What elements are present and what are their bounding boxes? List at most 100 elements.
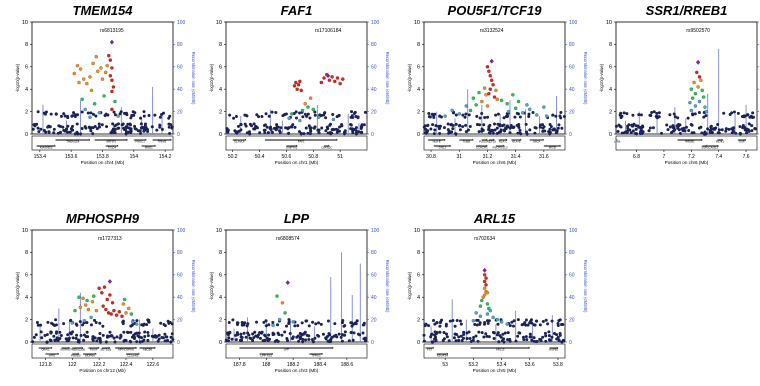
background-snp	[442, 331, 446, 335]
background-snp	[533, 323, 537, 327]
ld-snp-point	[464, 104, 468, 108]
background-snp	[248, 132, 252, 136]
background-snp	[506, 338, 510, 342]
background-snp	[459, 322, 463, 326]
background-snp	[750, 129, 754, 133]
gene-name: DMRTA2	[286, 146, 298, 150]
background-snp	[292, 111, 296, 115]
background-snp	[157, 333, 161, 337]
background-snp	[80, 110, 84, 114]
y-tick-label: 10	[216, 228, 222, 234]
y-tick-label: 6	[417, 273, 420, 279]
ld-snp-point	[482, 273, 487, 277]
background-snp	[472, 335, 476, 339]
background-snp	[279, 126, 283, 130]
background-snp	[423, 124, 427, 128]
background-snp	[538, 323, 542, 327]
background-snp	[264, 112, 268, 116]
background-snp	[57, 124, 61, 128]
x-tick-label: 53	[442, 362, 448, 368]
ld-snp-point	[311, 107, 315, 112]
background-snp	[167, 321, 171, 325]
background-snp	[85, 330, 89, 334]
ld-snp-point	[84, 303, 88, 307]
gene-name: ABCB9	[143, 348, 153, 352]
ld-snp-point	[516, 99, 521, 104]
background-snp	[260, 331, 264, 335]
y2-tick-label: 0	[569, 340, 572, 346]
background-snp	[678, 132, 682, 136]
background-snp	[676, 116, 680, 120]
background-snp	[498, 334, 502, 338]
background-snp	[673, 128, 677, 132]
plot-frame	[225, 21, 368, 135]
background-snp	[62, 322, 66, 326]
y-tick-label: 0	[417, 132, 420, 138]
background-snp	[160, 127, 164, 131]
background-snp	[115, 335, 119, 339]
background-snp	[493, 122, 497, 126]
background-snp	[235, 321, 239, 325]
gene-arrow	[446, 352, 449, 355]
background-snp	[500, 339, 504, 343]
background-snp	[431, 123, 435, 127]
background-snp	[129, 127, 133, 131]
lead-snp-label: rs17106184	[315, 28, 342, 34]
y-axis-label: -log10(p-value)	[15, 271, 20, 300]
background-snp	[522, 338, 526, 342]
y-tick-label: 2	[417, 109, 420, 115]
background-snp	[163, 332, 167, 336]
background-snp	[458, 319, 462, 323]
background-snp	[313, 113, 317, 117]
background-snp	[485, 334, 489, 338]
background-snp	[66, 333, 70, 337]
ld-snp-point	[693, 104, 698, 108]
background-snp	[111, 122, 115, 126]
ld-snp-point	[275, 294, 279, 298]
gene-name: FHDC1	[135, 140, 145, 144]
y2-axis-label: Recombination rate (cM/Mb)	[583, 260, 588, 313]
gene-track	[615, 135, 758, 151]
gene-title: FAF1	[281, 3, 313, 18]
background-snp	[168, 114, 172, 118]
gene-name: MPHOSPH9	[118, 348, 134, 352]
background-snp	[143, 330, 147, 334]
gene-track	[423, 135, 566, 151]
background-snp	[617, 123, 621, 127]
gene-arrow	[717, 144, 719, 147]
ld-snp-point	[102, 94, 106, 98]
chart-panel-5: MPHOSPH9 rs1727313 0 2 4 6 8 10 -log10(p-value) 0…	[15, 211, 196, 373]
background-snp	[513, 115, 517, 119]
background-snp	[121, 126, 125, 130]
background-snp	[167, 125, 171, 129]
gene-arrow	[493, 138, 495, 141]
gene-name: RREB1	[685, 140, 695, 144]
background-snp	[512, 319, 516, 323]
background-snp	[334, 333, 338, 337]
ld-snp-point	[108, 293, 112, 297]
ld-snp-point	[92, 294, 96, 298]
background-snp	[738, 125, 742, 129]
ld-snp-point	[83, 107, 87, 112]
ld-snp-point	[692, 80, 696, 85]
background-snp	[164, 335, 168, 339]
background-snp	[147, 114, 151, 118]
background-snp	[502, 116, 506, 120]
y2-tick-label: 0	[177, 340, 180, 346]
y2-tick-label: 60	[177, 273, 183, 279]
background-snp	[255, 113, 259, 117]
ld-snp-point	[91, 61, 95, 66]
background-snp	[239, 128, 243, 132]
background-snp	[441, 338, 445, 342]
background-snp	[560, 126, 564, 130]
gene-title: LPP	[284, 211, 310, 226]
background-snp	[246, 331, 250, 335]
background-snp	[558, 318, 562, 322]
background-snp	[354, 129, 358, 133]
background-snp	[557, 338, 561, 342]
background-snp	[91, 335, 95, 339]
ld-snp-point	[105, 297, 109, 302]
background-snp	[45, 340, 49, 344]
background-snp	[427, 324, 431, 328]
background-snp	[293, 125, 297, 129]
